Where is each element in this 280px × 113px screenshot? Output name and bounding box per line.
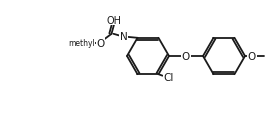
Text: O: O	[248, 52, 256, 61]
Text: O: O	[182, 52, 190, 61]
Text: OH: OH	[107, 16, 122, 26]
Text: N: N	[120, 32, 127, 41]
Text: Cl: Cl	[163, 73, 174, 82]
Text: methyl: methyl	[68, 39, 95, 48]
Text: O: O	[96, 38, 105, 48]
